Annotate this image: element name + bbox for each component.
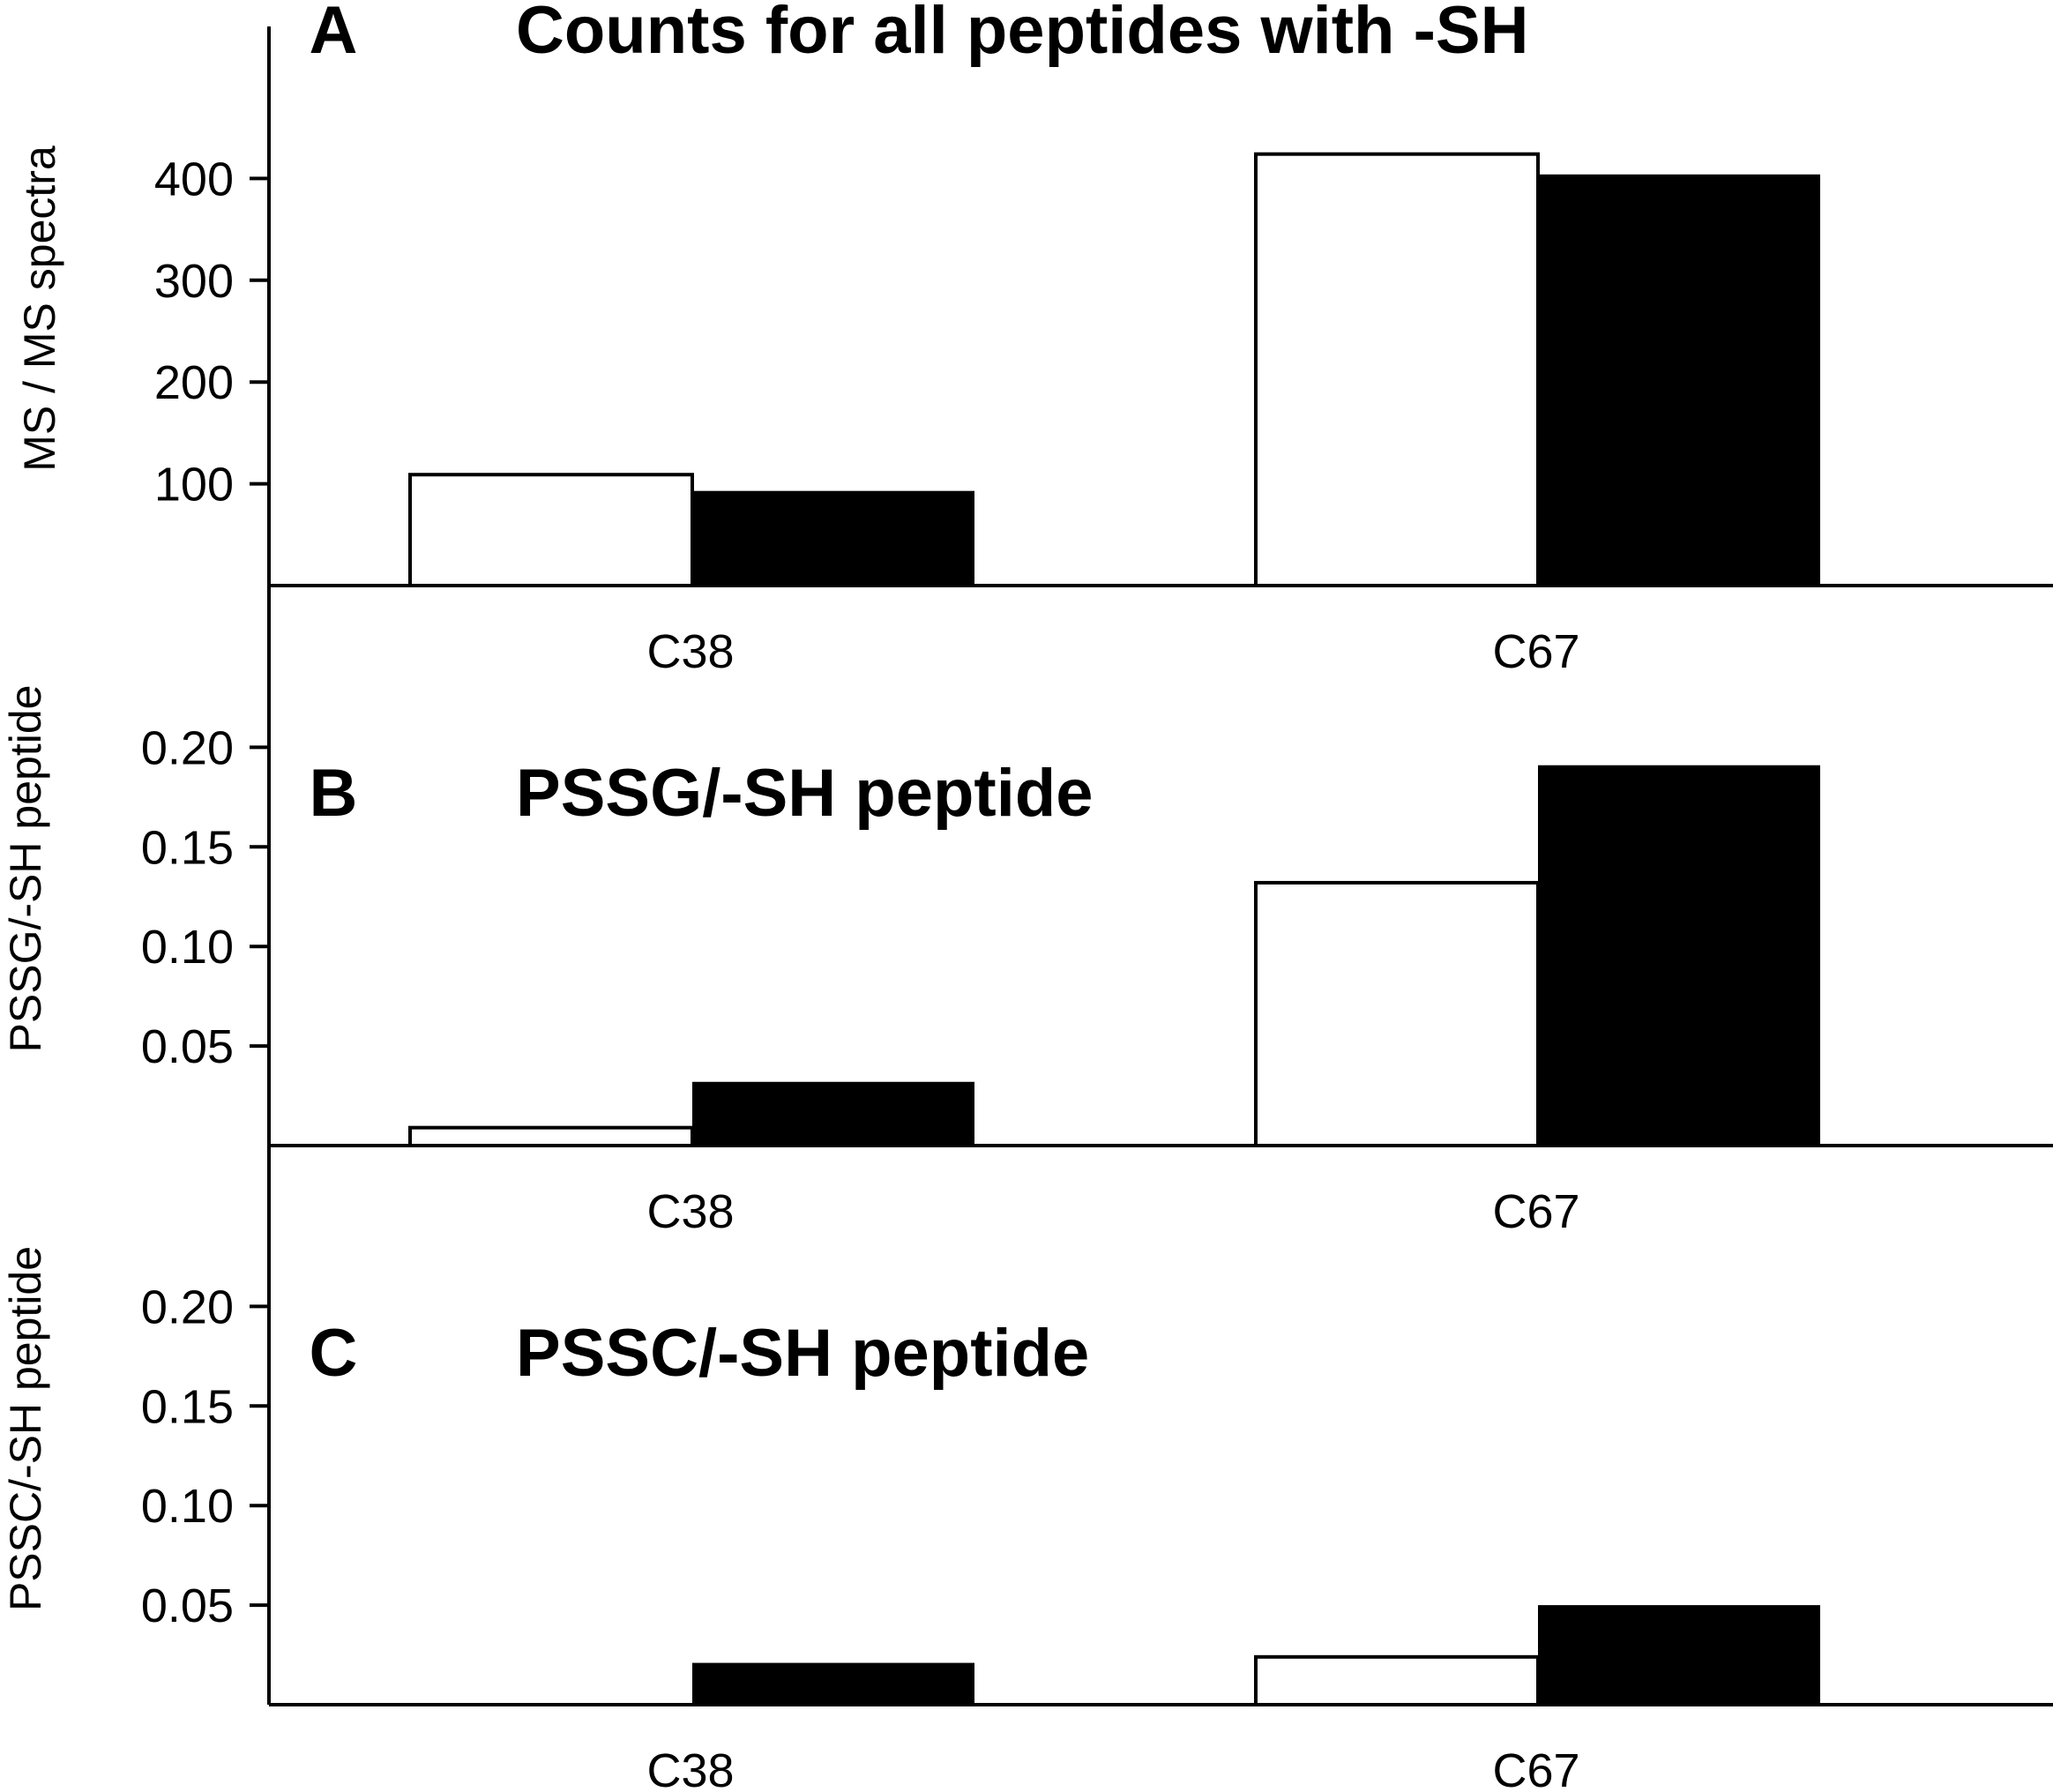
panel-a-category-label: C38 (646, 625, 734, 678)
panel-b-bar-c67-black (1538, 765, 1820, 1146)
panel-a-title: Counts for all peptides with -SH (516, 0, 1528, 68)
panel-a-bar-c38-white (408, 473, 694, 587)
panel-b-bar-c67-white (1254, 880, 1540, 1147)
panel-c-letter: C (310, 1316, 358, 1391)
panel-b-title: PSSG/-SH peptide (516, 756, 1094, 831)
panel-a-bar-c38-black (692, 490, 974, 586)
panel-c-tick-label: 0.05 (141, 1579, 234, 1632)
panel-c-tick-label: 0.10 (141, 1480, 234, 1533)
panel-b-y-label: PSSG/-SH peptide (1, 685, 50, 1053)
panel-c-tick-label: 0.20 (141, 1281, 234, 1333)
panel-a-category-label: C67 (1492, 625, 1579, 678)
panel-c-tick-label: 0.15 (141, 1380, 234, 1433)
panel-b-tick-label: 0.20 (141, 721, 234, 774)
panel-a-tick-label: 400 (154, 153, 234, 205)
panel-a-y-label: MS / MS spectra (15, 146, 64, 472)
panel-b-category-label: C67 (1492, 1185, 1579, 1238)
panel-a-letter: A (310, 0, 358, 68)
panel-b-letter: B (310, 756, 358, 831)
panel-c-category-label: C38 (646, 1744, 734, 1792)
panel-a-tick-label: 300 (154, 255, 234, 308)
panel-b-tick-label: 0.15 (141, 821, 234, 874)
panel-c-bar-c67-white (1254, 1654, 1540, 1706)
panel-c-y-label: PSSC/-SH peptide (1, 1246, 50, 1611)
panel-b-tick-label: 0.05 (141, 1020, 234, 1073)
panel-a-bar-c67-white (1254, 152, 1540, 587)
panel-b-bar-c38-black (692, 1081, 974, 1146)
panel-c-bar-c67-black (1538, 1605, 1820, 1705)
panel-c-title: PSSC/-SH peptide (516, 1316, 1089, 1391)
panel-c-category-label: C67 (1492, 1744, 1579, 1792)
panel-c-bar-c38-black (692, 1662, 974, 1705)
panel-a-bar-c67-black (1538, 174, 1820, 586)
panel-b-category-label: C38 (646, 1185, 734, 1238)
panel-b-bar-c38-white (408, 1125, 694, 1147)
panel-a-tick-label: 100 (154, 459, 234, 511)
panel-a-tick-label: 200 (154, 356, 234, 409)
panel-b-tick-label: 0.10 (141, 921, 234, 974)
